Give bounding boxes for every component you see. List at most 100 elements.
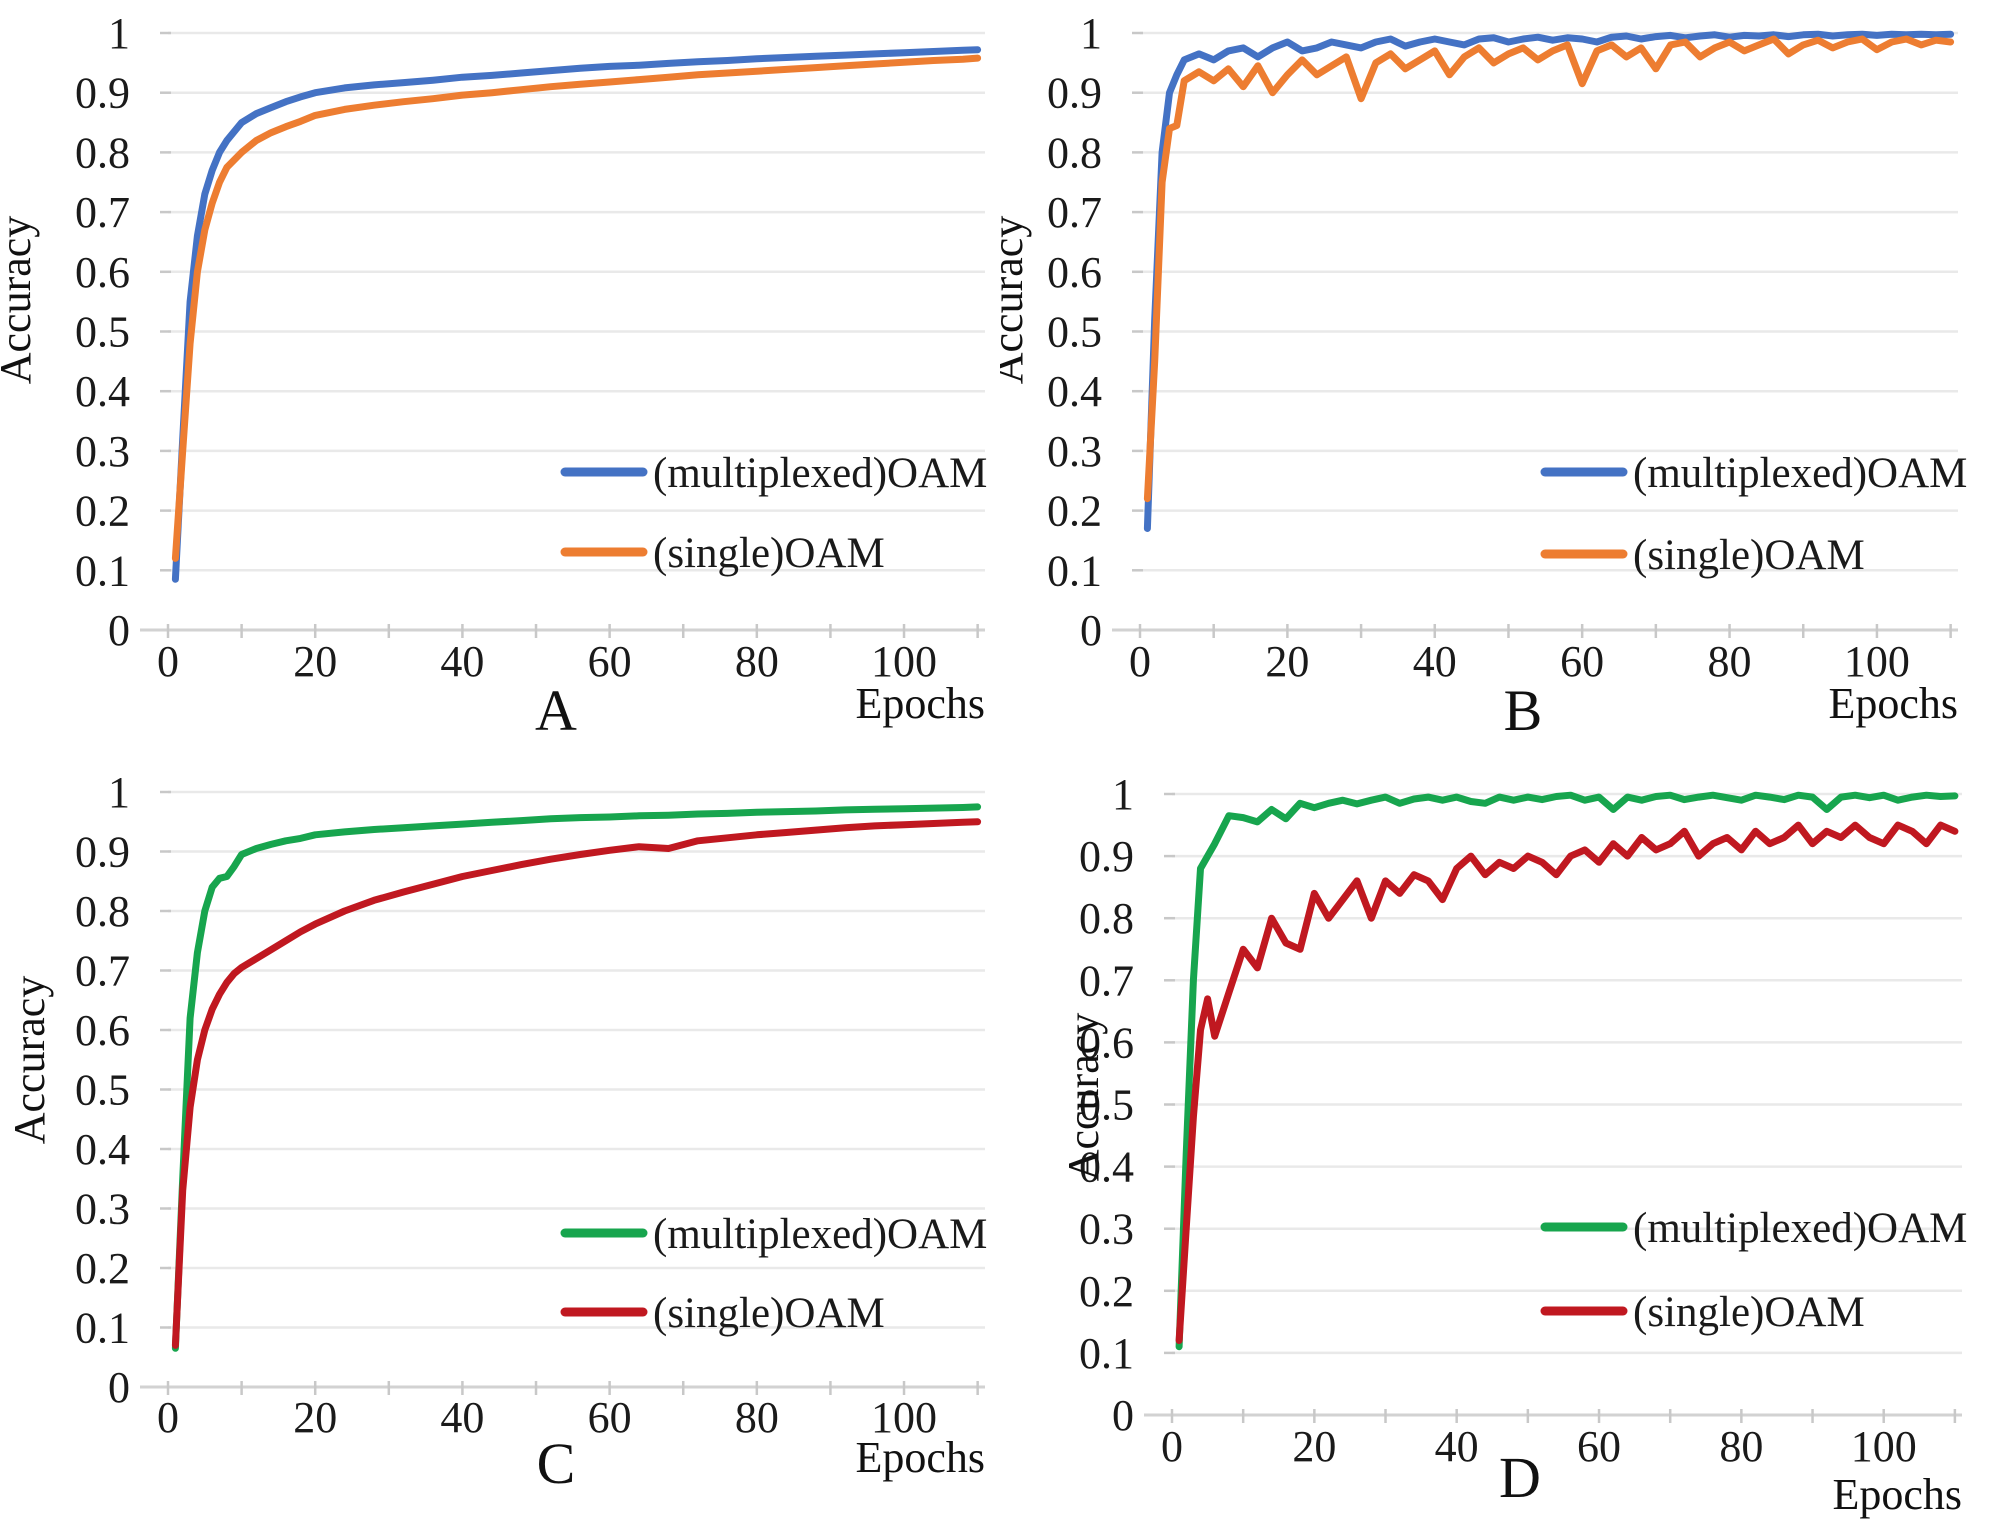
series-line-single-oam [1143, 35, 1955, 503]
chart-c-line-plot: 0 0.1 0.2 0.3 0.4 0.5 0.6 0.7 0.8 0.9 1 0 20 40 60 80 10… [5, 768, 987, 1496]
chart-a-line-plot: 0 0.1 0.2 0.3 0.4 0.5 0.6 0.7 0.8 0.9 1 0 20 40 60 80 10… [0, 9, 987, 743]
series-line-multiplexed-oam [171, 46, 982, 583]
x-tick-label-40: 40 [1435, 1422, 1479, 1471]
y-tick-label-0.2: 0.2 [75, 487, 130, 536]
x-tick-label-100: 100 [1844, 637, 1910, 686]
x-tick-label-60: 60 [1577, 1422, 1621, 1471]
y-tick-label-0.2: 0.2 [75, 1244, 130, 1293]
y-tick-label-1: 1 [108, 9, 130, 58]
y-tick-label-0.6: 0.6 [1047, 248, 1102, 297]
series-line-single-oam [171, 818, 982, 1349]
x-axis-title: Epochs [855, 679, 985, 728]
x-tick-label-100: 100 [1851, 1422, 1917, 1471]
panel-letter-B: B [1504, 678, 1543, 743]
x-tick-label-20: 20 [293, 1393, 337, 1442]
y-tick-label-0.9: 0.9 [1079, 832, 1134, 881]
series-line-multiplexed-oam [171, 803, 982, 1352]
legend-label-single-oam: (single)OAM [1633, 532, 1865, 579]
x-tick-label-20: 20 [293, 637, 337, 686]
y-tick-label-0: 0 [108, 606, 130, 655]
x-tick-label-40: 40 [440, 1393, 484, 1442]
y-axis-title: Accuracy [5, 976, 54, 1145]
y-tick-label-0: 0 [108, 1363, 130, 1412]
y-tick-label-0.8: 0.8 [75, 887, 130, 936]
y-tick-label-0.7: 0.7 [1047, 188, 1102, 237]
y-tick-label-0.2: 0.2 [1047, 487, 1102, 536]
x-tick-label-0: 0 [157, 637, 179, 686]
legend-label-multiplexed-oam: (multiplexed)OAM [1633, 1205, 1967, 1252]
panel-b: 0 0.1 0.2 0.3 0.4 0.5 0.6 0.7 0.8 0.9 1 0 20 40 60 80 10… [1000, 0, 2000, 767]
y-tick-label-0.9: 0.9 [75, 69, 130, 118]
x-tick-label-40: 40 [440, 637, 484, 686]
x-tick-label-20: 20 [1292, 1422, 1336, 1471]
y-tick-label-0: 0 [1080, 606, 1102, 655]
y-tick-label-0.2: 0.2 [1079, 1267, 1134, 1316]
y-tick-label-0.3: 0.3 [75, 427, 130, 476]
y-tick-label-0.8: 0.8 [75, 128, 130, 177]
y-tick-label-0.9: 0.9 [1047, 69, 1102, 118]
legend-label-single-oam: (single)OAM [653, 530, 885, 577]
y-tick-label-0.4: 0.4 [75, 367, 130, 416]
y-tick-label-1: 1 [1112, 770, 1134, 819]
x-axis-title: Epochs [855, 1433, 985, 1482]
y-tick-label-0.6: 0.6 [75, 248, 130, 297]
series-line-single-oam [1175, 821, 1959, 1344]
panel-d: 0 0.1 0.2 0.3 0.4 0.5 0.6 0.7 0.8 0.9 1 0 20 40 60 80 10… [1000, 767, 2000, 1534]
y-tick-label-0.5: 0.5 [1079, 1081, 1134, 1130]
y-tick-label-0.3: 0.3 [1079, 1205, 1134, 1254]
y-tick-label-0.8: 0.8 [1047, 128, 1102, 177]
y-tick-label-0.7: 0.7 [75, 947, 130, 996]
y-tick-label-0: 0 [1112, 1391, 1134, 1440]
y-tick-label-0.5: 0.5 [1047, 308, 1102, 357]
series-line-multiplexed-oam [1143, 30, 1955, 532]
legend-label-single-oam: (single)OAM [1633, 1289, 1865, 1336]
y-axis-title: Accuracy [1000, 216, 1032, 385]
y-axis-title: Accuracy [1059, 1013, 1108, 1182]
x-tick-label-0: 0 [1161, 1422, 1183, 1471]
x-tick-label-20: 20 [1265, 637, 1309, 686]
legend-label-multiplexed-oam: (multiplexed)OAM [653, 450, 987, 497]
y-tick-label-0.3: 0.3 [75, 1185, 130, 1234]
y-tick-label-0.1: 0.1 [1079, 1329, 1134, 1378]
panel-letter-D: D [1499, 1445, 1541, 1510]
y-tick-label-0.4: 0.4 [75, 1125, 130, 1174]
series-line-multiplexed-oam [1175, 791, 1959, 1351]
y-tick-label-0.5: 0.5 [75, 1066, 130, 1115]
y-tick-label-0.3: 0.3 [1047, 427, 1102, 476]
y-tick-label-0.1: 0.1 [75, 546, 130, 595]
y-axis-title: Accuracy [0, 216, 40, 385]
x-tick-label-60: 60 [1560, 637, 1604, 686]
chart-b-line-plot: 0 0.1 0.2 0.3 0.4 0.5 0.6 0.7 0.8 0.9 1 0 20 40 60 80 10… [1000, 9, 1967, 743]
x-tick-label-0: 0 [1129, 637, 1151, 686]
y-tick-label-1: 1 [108, 768, 130, 817]
panel-a: 0 0.1 0.2 0.3 0.4 0.5 0.6 0.7 0.8 0.9 1 0 20 40 60 80 10… [0, 0, 1000, 767]
y-tick-label-0.6: 0.6 [75, 1006, 130, 1055]
x-axis-title: Epochs [1828, 679, 1958, 728]
x-tick-label-40: 40 [1413, 637, 1457, 686]
x-tick-label-60: 60 [588, 1393, 632, 1442]
x-tick-label-0: 0 [157, 1393, 179, 1442]
x-tick-label-60: 60 [588, 637, 632, 686]
chart-d-line-plot: 0 0.1 0.2 0.3 0.4 0.5 0.6 0.7 0.8 0.9 1 0 20 40 60 80 10… [1059, 770, 1967, 1519]
series-line-single-oam [171, 54, 982, 562]
y-tick-label-0.7: 0.7 [1079, 956, 1134, 1005]
y-tick-label-0.1: 0.1 [75, 1304, 130, 1353]
x-tick-label-80: 80 [1708, 637, 1752, 686]
y-tick-label-1: 1 [1080, 9, 1102, 58]
x-axis-title: Epochs [1832, 1470, 1962, 1519]
x-tick-label-100: 100 [871, 637, 937, 686]
legend-label-single-oam: (single)OAM [653, 1290, 885, 1337]
x-tick-label-80: 80 [735, 1393, 779, 1442]
legend-label-multiplexed-oam: (multiplexed)OAM [653, 1211, 987, 1258]
y-tick-label-0.4: 0.4 [1079, 1143, 1134, 1192]
y-tick-label-0.4: 0.4 [1047, 367, 1102, 416]
x-tick-label-80: 80 [1719, 1422, 1763, 1471]
y-tick-label-0.1: 0.1 [1047, 546, 1102, 595]
panel-c: 0 0.1 0.2 0.3 0.4 0.5 0.6 0.7 0.8 0.9 1 0 20 40 60 80 10… [0, 767, 1000, 1534]
panel-letter-C: C [537, 1431, 576, 1496]
y-tick-label-0.8: 0.8 [1079, 894, 1134, 943]
y-tick-label-0.6: 0.6 [1079, 1018, 1134, 1067]
panel-letter-A: A [535, 678, 577, 743]
legend-label-multiplexed-oam: (multiplexed)OAM [1633, 450, 1967, 497]
